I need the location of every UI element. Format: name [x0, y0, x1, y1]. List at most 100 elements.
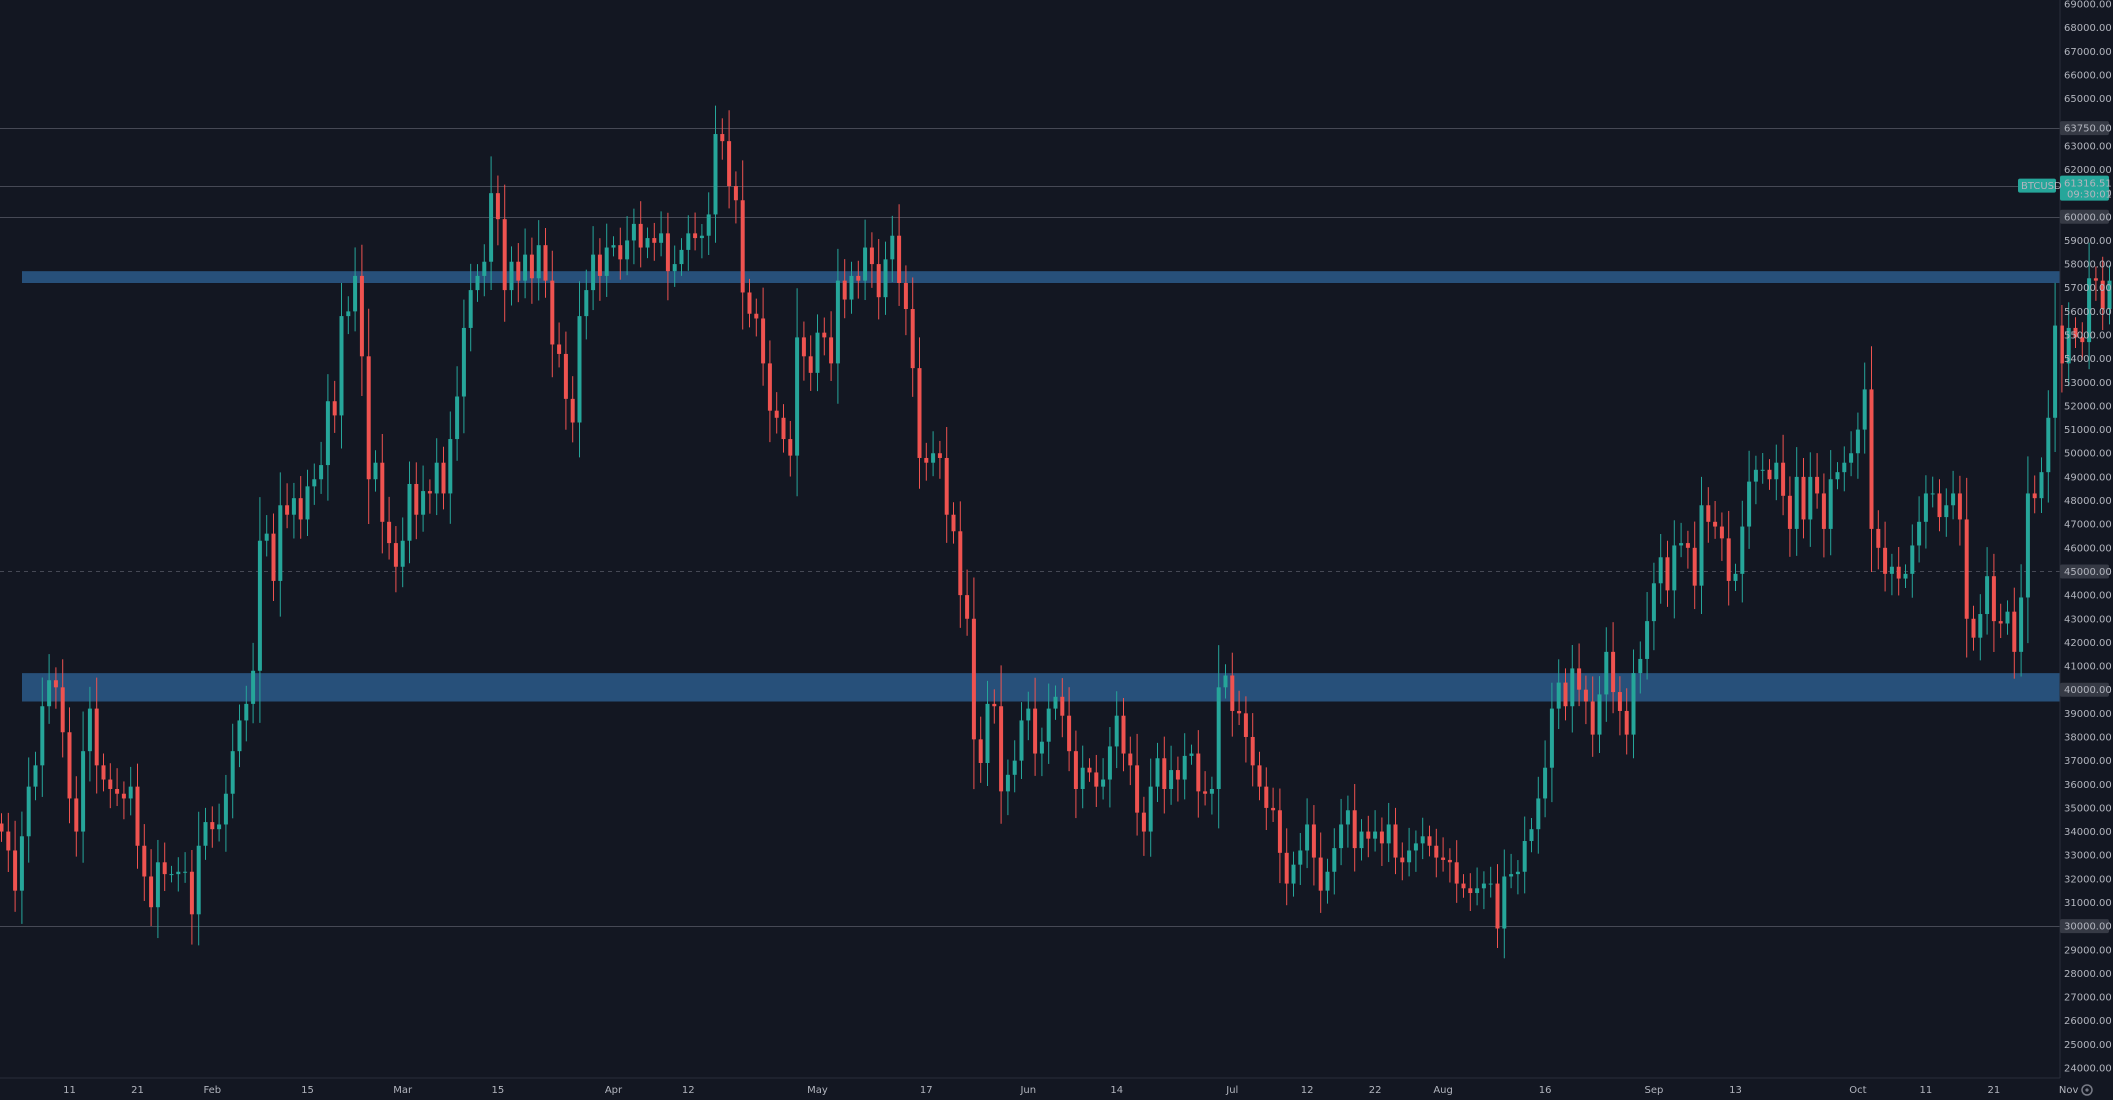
candle-body [1277, 810, 1282, 853]
candle-body [1019, 720, 1024, 761]
candle-261 [1774, 444, 1779, 501]
candle-32 [217, 803, 222, 842]
candle-body [2059, 325, 2064, 364]
candle-113 [767, 340, 772, 443]
candles [0, 105, 2112, 959]
candle-149 [1012, 740, 1017, 793]
candle-body [1407, 850, 1412, 863]
candle-body [1862, 389, 1867, 430]
candle-body [455, 396, 460, 440]
x-tick-label: 21 [131, 1085, 144, 1096]
candle-134 [910, 277, 915, 397]
candle-body [1114, 715, 1119, 747]
candle-body [101, 765, 106, 780]
candle-body [1427, 836, 1432, 846]
time-axis[interactable]: 11 21 Feb 15 Mar 15 Apr 12 May 17 Jun 14 Jul 12 22 Aug 1… [0, 1077, 2079, 1096]
candle-body [727, 141, 732, 187]
candle-220 [1495, 864, 1500, 949]
candle-body [1386, 824, 1391, 844]
candle-272 [1849, 431, 1854, 477]
symbol-badge [2018, 178, 2056, 193]
candle-154 [1046, 683, 1051, 764]
y-tick-label: 63000.00 [2064, 141, 2112, 152]
candle-body [822, 332, 827, 338]
y-tick-label: 39000.00 [2064, 709, 2112, 720]
candle-25 [169, 865, 174, 883]
candle-body [1495, 883, 1500, 929]
candle-body [1135, 765, 1140, 813]
candle-body [1339, 824, 1344, 849]
candle-224 [1522, 816, 1527, 894]
y-tick-label: 57000.00 [2064, 283, 2112, 294]
candle-body [1379, 831, 1384, 844]
candle-body [1896, 566, 1901, 579]
candle-body [618, 245, 623, 260]
y-tick-label: 27000.00 [2064, 993, 2112, 1004]
candle-body [863, 247, 868, 281]
x-tick-label: Aug [1433, 1085, 1453, 1096]
candle-body [2046, 417, 2051, 473]
candle-body [461, 327, 466, 397]
candle-254 [1726, 510, 1731, 606]
candle-body [699, 235, 704, 239]
y-tick-label: 32000.00 [2064, 874, 2112, 885]
candle-body [1352, 810, 1357, 849]
candle-227 [1543, 740, 1548, 818]
candle-151 [1026, 691, 1031, 741]
candle-86 [584, 269, 589, 340]
candle-79 [536, 220, 541, 301]
candle-body [441, 462, 446, 494]
candle-117 [795, 288, 800, 497]
candle-body [393, 543, 398, 567]
candle-body [842, 280, 847, 300]
candle-body [366, 356, 371, 480]
candle-body [1747, 481, 1752, 527]
candle-47 [319, 441, 324, 494]
candle-69 [468, 263, 473, 352]
candle-225 [1529, 817, 1534, 853]
candle-body [67, 732, 72, 799]
candle-209 [1420, 817, 1425, 860]
x-tick-label: Oct [1849, 1085, 1866, 1096]
candle-body [312, 479, 317, 487]
candle-271 [1842, 446, 1847, 492]
candle-body [2100, 280, 2105, 310]
candle-body [1978, 614, 1983, 638]
candle-159 [1080, 745, 1085, 809]
candle-body [1774, 462, 1779, 480]
candle-body [400, 540, 405, 567]
candle-190 [1291, 851, 1296, 897]
candle-body [625, 240, 630, 260]
candle-98 [665, 212, 670, 301]
candle-body [6, 831, 11, 851]
candle-body [516, 261, 521, 281]
candle-22 [149, 849, 154, 927]
candle-36 [244, 685, 249, 742]
candle-body [183, 871, 188, 873]
candle-body [917, 368, 922, 458]
candle-body [475, 275, 480, 291]
candle-body [87, 708, 92, 752]
candle-body [1101, 779, 1106, 787]
candle-body [645, 238, 650, 248]
candle-body [1393, 824, 1398, 858]
candle-131 [890, 215, 895, 283]
candle-body [1883, 547, 1888, 574]
candle-body [563, 353, 568, 399]
candle-body [1481, 883, 1486, 889]
candle-110 [747, 278, 752, 328]
candle-body [305, 486, 310, 520]
settings-icon[interactable] [2081, 1084, 2093, 1096]
candle-body [298, 498, 303, 520]
x-tick-label: 11 [1920, 1085, 1933, 1096]
candle-245 [1665, 540, 1670, 607]
candle-170 [1155, 742, 1160, 802]
candle-body [1502, 876, 1507, 929]
candle-288 [1957, 475, 1962, 546]
candle-10 [67, 707, 72, 824]
candle-body [1787, 495, 1792, 529]
candle-59 [400, 517, 405, 588]
candle-body [1332, 848, 1337, 872]
candle-body [951, 514, 956, 532]
